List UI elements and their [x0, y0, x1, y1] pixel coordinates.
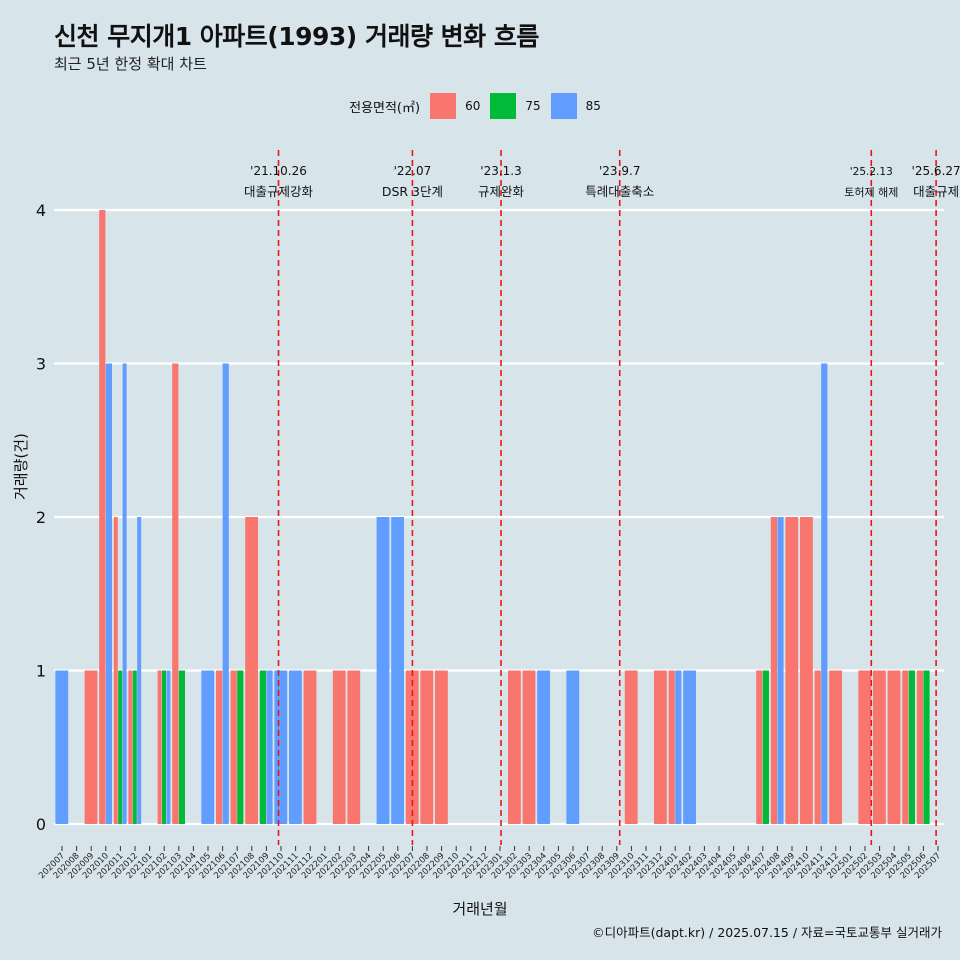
bar-202411-60 — [814, 670, 821, 824]
bar-202312-60 — [654, 670, 667, 824]
bar-202401-60 — [668, 670, 675, 824]
bar-202506-75 — [923, 670, 930, 824]
bar-202303-60 — [522, 670, 536, 824]
bar-202209-60 — [435, 670, 448, 824]
bar-202009-60 — [84, 670, 98, 824]
event-date-0: '21.10.26 — [250, 164, 307, 178]
bar-202412-60 — [829, 670, 842, 824]
bar-202012-75 — [132, 670, 137, 824]
source-caption: ©디아파트(dapt.kr) / 2025.07.15 / 자료=국토교통부 실… — [592, 925, 942, 940]
legend-label-85: 85 — [585, 99, 601, 113]
bar-202407-75 — [762, 670, 769, 824]
bar-202012-60 — [128, 670, 133, 824]
bar-202107-60 — [230, 670, 237, 824]
bar-202102-85 — [166, 670, 171, 824]
legend: 전용면적(㎡) 60 75 85 — [0, 93, 960, 119]
bar-202107-75 — [237, 670, 244, 824]
legend-label-60: 60 — [465, 99, 481, 113]
bar-202302-60 — [508, 670, 521, 824]
bar-202407-60 — [756, 670, 763, 824]
y-tick-label-3: 3 — [36, 355, 46, 374]
bar-202012-85 — [137, 517, 142, 824]
event-date-1: '22.07 — [394, 164, 432, 178]
event-label-0: 대출규제강화 — [244, 184, 314, 199]
bar-202102-60 — [157, 670, 162, 824]
bar-202202-60 — [332, 670, 346, 824]
bar-202103-60 — [172, 363, 179, 824]
bar-202410-60 — [800, 517, 813, 824]
event-label-3: 특례대출축소 — [585, 184, 654, 199]
bar-202506-60 — [916, 670, 923, 824]
bar-202109-85 — [266, 670, 273, 824]
legend-item-60: 60 — [430, 93, 480, 119]
bar-202505-60 — [902, 670, 909, 824]
bar-202310-60 — [624, 670, 638, 824]
legend-swatch-85 — [550, 93, 577, 119]
y-axis-label: 거래량(건) — [12, 433, 30, 500]
bar-202103-75 — [178, 670, 185, 824]
legend-swatch-75 — [490, 93, 517, 119]
bar-202102-75 — [162, 670, 166, 824]
bar-202409-60 — [785, 517, 799, 824]
y-tick-label-2: 2 — [36, 508, 46, 527]
bar-202011-75 — [118, 670, 123, 824]
bar-202504-60 — [887, 670, 901, 824]
bar-202207-60 — [405, 670, 419, 824]
bar-202208-60 — [420, 670, 434, 824]
bar-202106-60 — [216, 670, 223, 824]
legend-label-75: 75 — [525, 99, 541, 113]
event-date-2: '23.1.3 — [480, 164, 521, 178]
y-tick-label-4: 4 — [36, 201, 46, 220]
bar-202205-85 — [376, 517, 390, 824]
bar-202011-60 — [113, 517, 118, 824]
bar-202007-85 — [55, 670, 69, 824]
bar-202112-60 — [303, 670, 317, 824]
bar-202108-60 — [245, 517, 258, 824]
x-axis-label: 거래년월 — [452, 900, 508, 918]
legend-item-75: 75 — [490, 93, 541, 119]
y-tick-label-0: 0 — [36, 815, 46, 834]
bar-202401-85 — [675, 670, 682, 824]
bar-202010-85 — [105, 363, 112, 824]
bar-202109-75 — [259, 670, 266, 824]
bar-202011-85 — [122, 363, 127, 824]
event-label-4: 토허제 해제 — [844, 185, 898, 199]
event-date-5: '25.6.27 — [912, 164, 960, 178]
event-date-4: '25.2.13 — [850, 166, 893, 178]
bar-202505-75 — [908, 670, 915, 824]
bar-202304-85 — [537, 670, 550, 824]
bar-202411-85 — [821, 363, 828, 824]
chart-title: 신천 무지개1 아파트(1993) 거래량 변화 흐름 — [54, 22, 539, 51]
bar-202306-85 — [566, 670, 580, 824]
event-date-3: '23.9.7 — [599, 164, 640, 178]
legend-swatch-60 — [430, 93, 457, 119]
bar-202402-85 — [683, 670, 696, 824]
bar-202206-85 — [391, 517, 404, 824]
bar-202203-60 — [347, 670, 361, 824]
bar-202110-85 — [274, 670, 288, 824]
event-label-5: 대출규제 — [913, 184, 959, 199]
bar-202502-60 — [858, 670, 872, 824]
bar-202408-85 — [777, 517, 784, 824]
bar-202106-85 — [222, 363, 229, 824]
bar-202105-85 — [201, 670, 215, 824]
bar-202503-60 — [873, 670, 886, 824]
bar-202408-60 — [770, 517, 777, 824]
event-label-1: DSR 3단계 — [382, 184, 443, 199]
chart-subtitle: 최근 5년 한정 확대 차트 — [54, 55, 207, 73]
bar-202010-60 — [99, 210, 106, 824]
event-label-2: 규제완화 — [478, 184, 525, 199]
y-tick-label-1: 1 — [36, 662, 46, 681]
bar-202111-85 — [289, 670, 302, 824]
legend-item-85: 85 — [550, 93, 601, 119]
legend-title: 전용면적(㎡) — [349, 100, 421, 116]
